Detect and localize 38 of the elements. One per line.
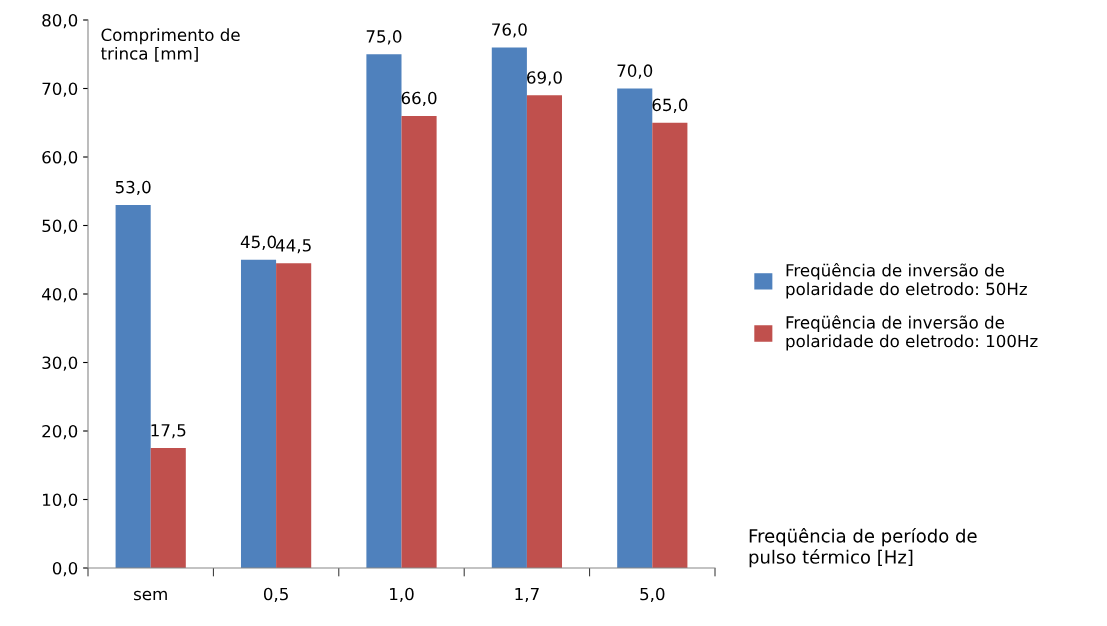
y-tick-label: 10,0 (43, 493, 78, 508)
data-label: 66,0 (401, 91, 437, 107)
bar (115, 204, 151, 568)
bar (366, 54, 402, 568)
bar (401, 115, 437, 568)
data-label: 70,0 (617, 64, 653, 79)
x-tick-label: 5,0 (640, 587, 665, 603)
data-label: 17,5 (151, 424, 186, 439)
y-axis-title: Comprimento de trinca [mm] (100, 28, 240, 62)
data-label: 45,0 (240, 235, 276, 250)
bar (617, 88, 653, 568)
y-tick-label: 50,0 (42, 219, 78, 234)
data-label: 75,0 (366, 30, 402, 45)
data-label: 65,0 (652, 98, 688, 113)
y-tick-label: 60,0 (42, 150, 78, 166)
legend-label: Freqüência de inversão de polaridade do eletrodo: 50Hz (786, 263, 1027, 299)
data-label: 69,0 (527, 71, 562, 86)
y-tick-label: 70,0 (42, 82, 78, 97)
y-tick-label: 0,0 (52, 561, 78, 577)
x-tick-label: 0,5 (263, 587, 288, 603)
y-tick-label: 20,0 (42, 424, 78, 440)
data-label: 53,0 (115, 180, 151, 196)
bar (526, 95, 563, 568)
bar (491, 47, 527, 568)
y-tick-label: 30,0 (42, 356, 78, 371)
y-tick-label: 40,0 (41, 287, 78, 303)
x-tick-label: 1,0 (390, 587, 414, 603)
y-tick-label: 80,0 (42, 13, 78, 29)
data-label: 76,0 (492, 23, 527, 38)
bar (150, 448, 186, 568)
x-tick-label: 1,7 (515, 587, 539, 603)
x-axis-title: Freqüência de período de pulso térmico [Hz] (749, 528, 977, 568)
data-label: 44,5 (275, 239, 311, 254)
legend-label: Freqüência de inversão de polaridade do eletrodo: 100Hz (786, 315, 1038, 351)
bar (240, 259, 277, 568)
bar (276, 263, 312, 568)
bar (652, 122, 688, 568)
x-tick-label: sem (134, 590, 167, 601)
